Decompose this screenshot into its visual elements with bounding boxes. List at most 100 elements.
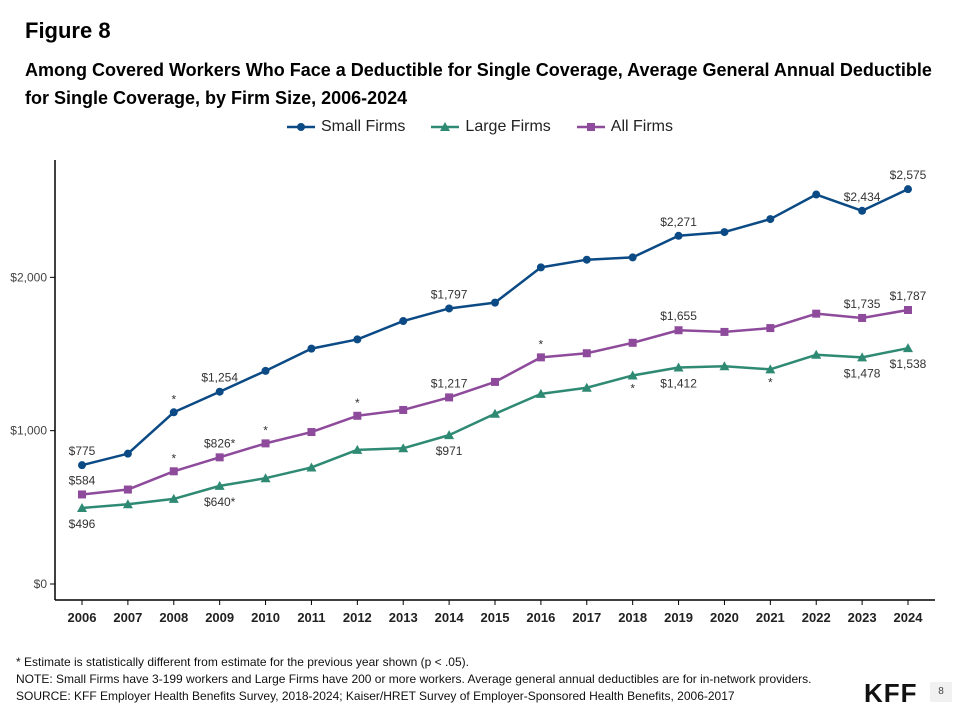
data-point-all-firms xyxy=(307,428,316,437)
x-tick-label: 2024 xyxy=(894,610,924,625)
series-line-all-firms xyxy=(81,308,909,496)
data-point-large-firms xyxy=(122,499,133,509)
data-label-large-firms: $971 xyxy=(436,444,463,458)
data-point-small-firms xyxy=(536,263,545,272)
data-point-large-firms xyxy=(765,364,776,374)
data-point-all-firms xyxy=(353,411,362,420)
data-point-small-firms xyxy=(353,335,362,344)
data-label-all-firms: $1,735 xyxy=(844,297,881,311)
x-tick-label: 2009 xyxy=(205,610,234,625)
x-tick-label: 2018 xyxy=(618,610,647,625)
significance-marker: * xyxy=(171,392,176,406)
data-point-small-firms xyxy=(307,344,316,353)
data-point-large-firms xyxy=(627,370,638,380)
data-label-small-firms: $1,797 xyxy=(431,287,468,301)
data-point-small-firms xyxy=(904,185,912,194)
x-tick-label: 2014 xyxy=(435,610,465,625)
data-point-small-firms xyxy=(215,387,224,396)
legend-key-large-firms xyxy=(431,122,460,131)
data-label-small-firms: $2,271 xyxy=(660,215,697,229)
data-point-small-firms xyxy=(261,366,270,375)
data-point-all-firms xyxy=(536,353,545,362)
significance-marker: * xyxy=(355,396,360,410)
data-point-large-firms xyxy=(535,388,546,398)
significance-marker: * xyxy=(768,375,773,389)
data-point-all-firms xyxy=(78,490,86,499)
data-point-small-firms xyxy=(169,408,178,417)
x-tick-label: 2011 xyxy=(297,610,325,625)
kff-logo: KFF xyxy=(864,678,918,708)
data-point-small-firms xyxy=(582,255,591,264)
legend-label-all-firms: All Firms xyxy=(610,118,673,135)
significance-marker: * xyxy=(263,423,268,437)
data-point-large-firms xyxy=(903,343,913,353)
x-tick-label: 2019 xyxy=(664,610,693,625)
data-label-small-firms: $2,434 xyxy=(844,190,881,204)
x-tick-label: 2015 xyxy=(481,610,510,625)
x-tick-label: 2017 xyxy=(572,610,601,625)
data-point-all-firms xyxy=(215,453,224,462)
x-tick-label: 2016 xyxy=(526,610,555,625)
figure-label: Figure 8 xyxy=(25,18,111,43)
data-point-large-firms xyxy=(857,352,868,362)
legend-key-small-firms xyxy=(286,123,315,131)
legend-label-large-firms: Large Firms xyxy=(465,118,551,135)
data-label-small-firms: $775 xyxy=(69,444,96,458)
data-point-large-firms xyxy=(719,361,730,371)
x-tick-label: 2010 xyxy=(251,610,280,625)
data-label-large-firms: $496 xyxy=(69,517,96,531)
data-point-all-firms xyxy=(169,467,178,476)
data-label-large-firms: $1,478 xyxy=(844,366,881,380)
x-tick-label: 2020 xyxy=(710,610,739,625)
data-point-all-firms xyxy=(491,377,499,386)
data-point-all-firms xyxy=(904,305,912,314)
data-point-small-firms xyxy=(123,449,132,458)
legend-label-small-firms: Small Firms xyxy=(320,118,406,135)
data-label-all-firms: $584 xyxy=(69,473,96,487)
data-point-small-firms xyxy=(674,231,683,240)
data-point-all-firms xyxy=(858,313,867,322)
significance-marker: * xyxy=(171,451,176,465)
data-label-large-firms: $640* xyxy=(204,495,236,509)
data-point-small-firms xyxy=(445,304,454,313)
data-point-all-firms xyxy=(628,338,637,347)
data-point-large-firms xyxy=(581,382,592,392)
data-point-large-firms xyxy=(811,349,822,359)
x-tick-label: 2007 xyxy=(113,610,142,625)
data-point-all-firms xyxy=(812,309,821,318)
chart-title: Among Covered Workers Who Face a Deducti… xyxy=(25,60,932,108)
data-label-small-firms: $2,575 xyxy=(890,168,927,182)
data-label-all-firms: $826* xyxy=(204,436,236,450)
x-tick-label: 2012 xyxy=(343,610,372,625)
data-point-all-firms xyxy=(261,439,270,448)
footnote-significance: * Estimate is statistically different fr… xyxy=(16,655,469,669)
data-point-small-firms xyxy=(858,206,867,215)
chart-legend: Small Firms Large Firms All Firms xyxy=(0,118,960,136)
data-point-large-firms xyxy=(352,444,363,454)
data-point-large-firms xyxy=(214,480,225,490)
data-point-large-firms xyxy=(77,502,87,512)
data-point-large-firms xyxy=(260,473,271,483)
data-point-small-firms xyxy=(399,317,408,326)
y-tick-label: $1,000 xyxy=(10,424,47,438)
data-point-all-firms xyxy=(674,326,683,335)
footnotes: * Estimate is statistically different fr… xyxy=(16,654,811,705)
line-chart: $0 $1,000 $2,000 2006 2007 2008 2009 2010 2011 20… xyxy=(10,160,935,625)
y-tick-label: $0 xyxy=(34,577,48,591)
data-label-all-firms: $1,655 xyxy=(660,309,697,323)
data-point-small-firms xyxy=(812,190,821,199)
data-label-small-firms: $1,254 xyxy=(201,371,238,385)
x-tick-label: 2006 xyxy=(68,610,97,625)
data-point-all-firms xyxy=(582,349,591,358)
data-point-all-firms xyxy=(123,485,132,494)
data-point-large-firms xyxy=(444,430,455,440)
data-point-small-firms xyxy=(720,228,729,237)
data-point-all-firms xyxy=(445,393,454,402)
data-point-small-firms xyxy=(628,253,637,262)
series-line-small-firms xyxy=(81,188,909,467)
legend-key-all-firms xyxy=(576,123,605,131)
data-point-large-firms xyxy=(490,408,500,418)
legend-item-small-firms: Small Firms xyxy=(286,118,406,136)
legend-item-large-firms: Large Firms xyxy=(431,118,551,136)
x-tick-label: 2021 xyxy=(756,610,785,625)
